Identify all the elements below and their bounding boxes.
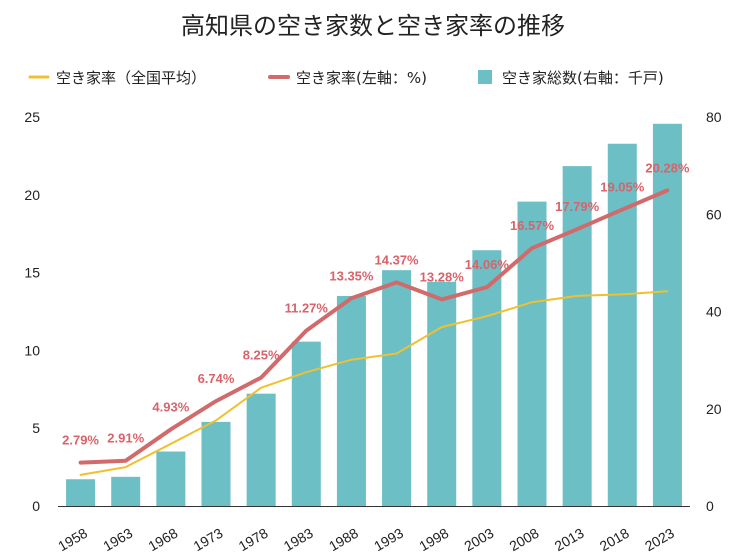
bar-1958 — [66, 479, 96, 506]
y-left-tick: 10 — [24, 342, 40, 358]
x-tick-1983: 1983 — [281, 525, 316, 555]
data-label-1983: 11.27% — [285, 301, 329, 316]
y-right-tick: 20 — [706, 401, 722, 417]
bar-2008 — [517, 201, 547, 507]
national-average-line — [79, 290, 669, 476]
data-labels: 2.79% 2.91%4.93%6.74%8.25%11.27%13.35%14.… — [62, 160, 690, 447]
data-label-2023: 20.28% — [645, 160, 690, 175]
y-left-tick: 25 — [24, 109, 40, 125]
data-label-2003: 14.06% — [465, 257, 510, 272]
bar-1968 — [156, 451, 186, 506]
bar-1973 — [201, 421, 231, 506]
bar-1998 — [427, 281, 457, 506]
x-tick-2013: 2013 — [552, 525, 587, 555]
x-tick-1963: 1963 — [100, 525, 135, 555]
x-tick-1973: 1973 — [191, 525, 226, 555]
legend-marker-square — [478, 70, 492, 84]
legend-label: 空き家総数(右軸：千戸) — [502, 69, 664, 87]
y-right-tick: 80 — [706, 109, 722, 125]
data-label-1963: 2.91% — [107, 431, 144, 446]
y-left-tick: 15 — [24, 265, 40, 281]
data-label-2008: 16.57% — [510, 218, 555, 233]
y-right-tick: 40 — [706, 304, 722, 320]
bar-2023 — [652, 123, 682, 507]
legend: 空き家率（全国平均） 空き家率(左軸：%) 空き家総数(右軸：千戸) — [28, 69, 664, 87]
bar-1983 — [291, 341, 321, 506]
bar-2018 — [607, 143, 637, 506]
data-label-2013: 17.79% — [555, 199, 600, 214]
legend-label: 空き家率(左軸：%) — [296, 69, 427, 87]
data-label-1998: 13.28% — [420, 269, 465, 284]
x-tick-2003: 2003 — [461, 525, 496, 555]
x-tick-1993: 1993 — [371, 525, 406, 555]
bar-1978 — [246, 393, 276, 506]
data-label-1958: 2.79% — [62, 433, 99, 448]
bar-1963 — [111, 476, 141, 506]
data-label-2018: 19.05% — [600, 180, 645, 195]
x-tick-1988: 1988 — [326, 525, 361, 555]
bar-1988 — [336, 295, 366, 506]
data-label-1978: 8.25% — [243, 348, 280, 363]
x-tick-1968: 1968 — [145, 525, 180, 555]
y-right-tick: 0 — [706, 498, 714, 514]
chart-title: 高知県の空き家数と空き家率の推移 — [181, 12, 565, 40]
data-label-1988: 13.35% — [329, 268, 374, 283]
line-series — [78, 188, 670, 476]
data-label-1973: 6.74% — [198, 371, 235, 386]
bar-1993 — [382, 270, 412, 506]
y-left-tick: 5 — [32, 420, 40, 436]
data-label-1993: 14.37% — [375, 252, 420, 267]
x-tick-1998: 1998 — [416, 525, 451, 555]
bar-2013 — [562, 166, 592, 506]
x-tick-2018: 2018 — [597, 525, 632, 555]
bar-series — [66, 123, 682, 507]
vacancy-rate-line — [78, 188, 670, 465]
y-left-tick: 20 — [24, 187, 40, 203]
y-left-tick: 0 — [32, 498, 40, 514]
y-right-tick: 60 — [706, 206, 722, 222]
x-tick-1978: 1978 — [236, 525, 271, 555]
x-tick-1958: 1958 — [55, 525, 90, 555]
bar-2003 — [472, 250, 502, 506]
x-tick-2023: 2023 — [642, 525, 677, 555]
legend-label: 空き家率（全国平均） — [56, 69, 206, 87]
x-tick-2008: 2008 — [507, 525, 542, 555]
data-label-1968: 4.93% — [152, 399, 189, 414]
